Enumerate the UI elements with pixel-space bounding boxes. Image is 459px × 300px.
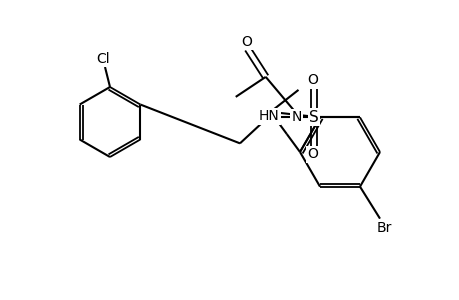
Text: S: S	[308, 110, 318, 125]
Text: Cl: Cl	[96, 52, 110, 66]
Text: HN: HN	[258, 110, 279, 123]
Text: N: N	[291, 110, 301, 124]
Text: O: O	[307, 74, 318, 87]
Text: Br: Br	[375, 220, 391, 235]
Text: O: O	[307, 147, 318, 161]
Text: O: O	[241, 35, 252, 49]
